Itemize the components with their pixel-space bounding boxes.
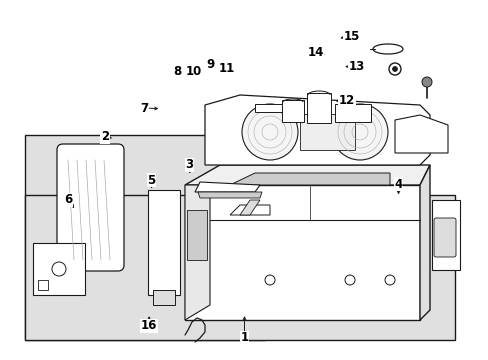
- Polygon shape: [184, 185, 419, 320]
- Circle shape: [392, 67, 397, 72]
- FancyBboxPatch shape: [57, 144, 124, 271]
- Text: 7: 7: [140, 102, 148, 114]
- Text: 8: 8: [173, 65, 181, 78]
- Polygon shape: [195, 182, 260, 192]
- Bar: [306, 93, 330, 123]
- Text: 15: 15: [343, 30, 360, 42]
- Bar: [148, 190, 180, 295]
- Text: 12: 12: [338, 94, 355, 107]
- Bar: [153, 290, 175, 305]
- Text: 1: 1: [240, 331, 248, 344]
- Polygon shape: [229, 173, 389, 185]
- Text: 14: 14: [306, 46, 323, 59]
- Text: 9: 9: [206, 58, 214, 71]
- Bar: [254, 104, 283, 112]
- Polygon shape: [198, 192, 262, 198]
- Polygon shape: [204, 95, 429, 165]
- Bar: [186, 210, 206, 260]
- Bar: [299, 114, 354, 150]
- Bar: [25, 195, 454, 340]
- Bar: [282, 100, 304, 122]
- Text: 16: 16: [141, 319, 157, 332]
- Polygon shape: [184, 185, 209, 320]
- Text: 3: 3: [185, 158, 193, 171]
- Polygon shape: [394, 115, 447, 153]
- Text: 5: 5: [147, 174, 155, 186]
- Text: 13: 13: [348, 60, 365, 73]
- FancyBboxPatch shape: [433, 218, 455, 257]
- Circle shape: [421, 77, 431, 87]
- Text: 4: 4: [394, 178, 402, 191]
- Polygon shape: [240, 200, 260, 215]
- Circle shape: [331, 104, 387, 160]
- Bar: [431, 200, 459, 270]
- Text: 10: 10: [185, 65, 202, 78]
- Polygon shape: [184, 165, 429, 185]
- Text: 2: 2: [101, 130, 109, 143]
- Polygon shape: [419, 165, 429, 320]
- Bar: [334, 104, 370, 122]
- Bar: [33, 243, 85, 295]
- Text: 11: 11: [218, 62, 234, 75]
- Polygon shape: [229, 205, 269, 215]
- Text: 6: 6: [64, 193, 72, 206]
- Bar: [25, 135, 264, 340]
- Circle shape: [242, 104, 297, 160]
- Bar: [38, 280, 48, 290]
